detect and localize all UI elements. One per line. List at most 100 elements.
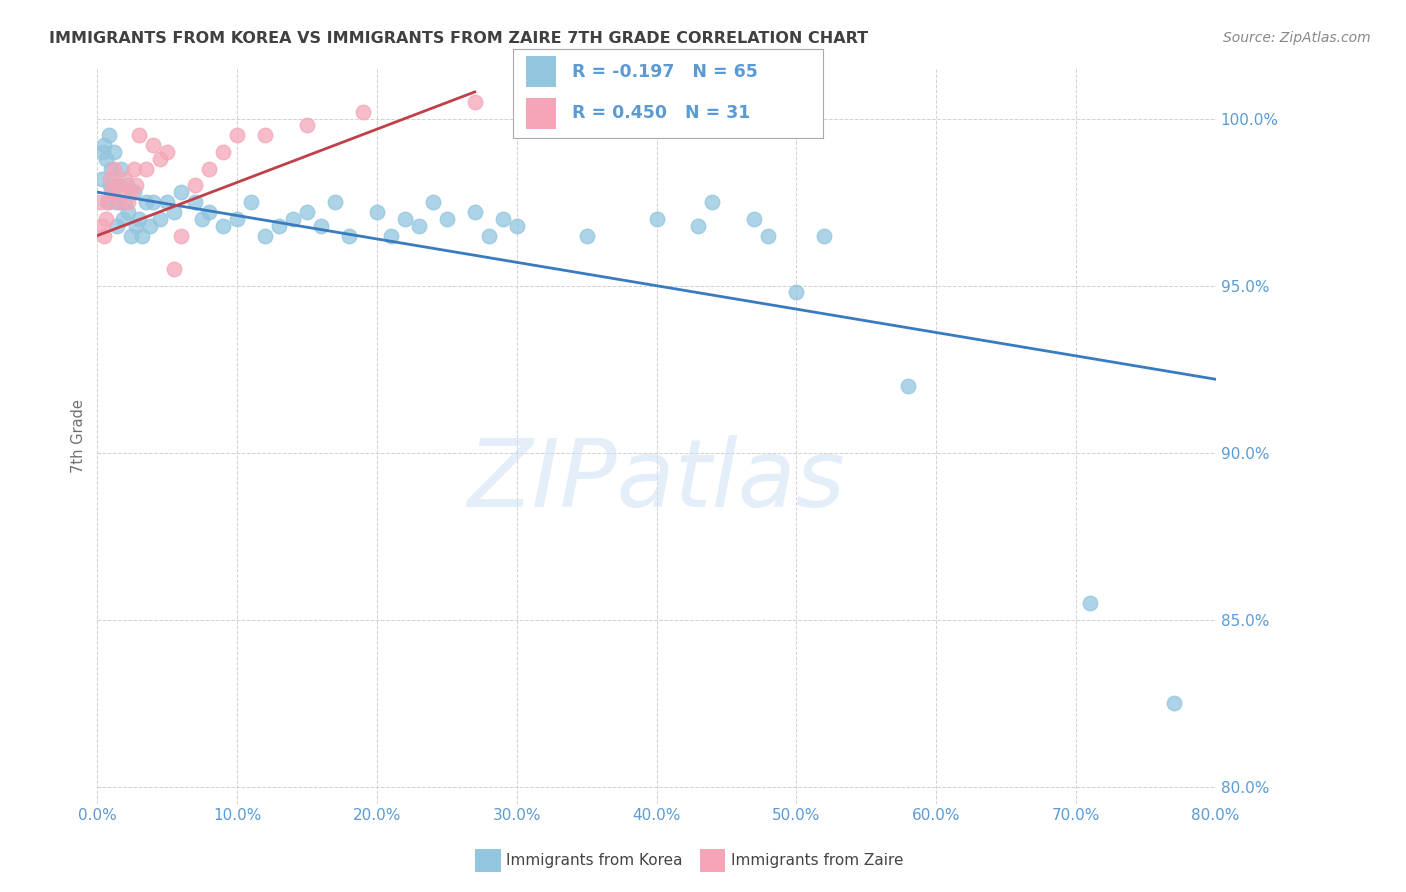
Point <box>89 195 111 210</box>
Point <box>366 205 388 219</box>
Point <box>226 128 249 143</box>
Point <box>394 211 416 226</box>
Text: IMMIGRANTS FROM KOREA VS IMMIGRANTS FROM ZAIRE 7TH GRADE CORRELATION CHART: IMMIGRANTS FROM KOREA VS IMMIGRANTS FROM… <box>49 31 869 46</box>
Point <box>98 171 121 186</box>
Point <box>94 152 117 166</box>
Point <box>436 211 458 226</box>
Point <box>267 219 290 233</box>
Point <box>131 228 153 243</box>
Point <box>254 128 277 143</box>
Point <box>464 95 486 109</box>
Point <box>101 185 124 199</box>
Point <box>785 285 807 300</box>
Text: Immigrants from Korea: Immigrants from Korea <box>506 854 683 868</box>
Point <box>295 205 318 219</box>
Point <box>184 178 207 193</box>
Point <box>111 211 134 226</box>
Point <box>149 152 172 166</box>
Point <box>98 178 121 193</box>
Point <box>813 228 835 243</box>
Point <box>1078 596 1101 610</box>
Point <box>149 211 172 226</box>
Point <box>254 228 277 243</box>
Point <box>702 195 724 210</box>
Point <box>91 145 114 159</box>
Text: Immigrants from Zaire: Immigrants from Zaire <box>731 854 904 868</box>
Point <box>170 228 193 243</box>
Text: R = 0.450   N = 31: R = 0.450 N = 31 <box>572 103 751 122</box>
Point <box>97 195 120 210</box>
Point <box>93 138 115 153</box>
Point <box>135 195 157 210</box>
Point <box>184 195 207 210</box>
Point <box>323 195 346 210</box>
Point <box>100 161 122 176</box>
Point <box>309 219 332 233</box>
Point <box>380 228 402 243</box>
Point <box>120 185 142 199</box>
Point <box>492 211 515 226</box>
Point <box>117 205 139 219</box>
Point <box>108 195 131 210</box>
Point <box>115 178 138 193</box>
Point <box>240 195 263 210</box>
Point <box>408 219 430 233</box>
Point <box>111 185 134 199</box>
Point <box>103 161 125 176</box>
Bar <box>526 98 557 129</box>
Text: Source: ZipAtlas.com: Source: ZipAtlas.com <box>1223 31 1371 45</box>
Point <box>142 138 165 153</box>
Point <box>108 195 131 210</box>
Point <box>125 219 148 233</box>
Point <box>226 211 249 226</box>
Point <box>645 211 668 226</box>
Point <box>688 219 710 233</box>
Point <box>198 205 221 219</box>
Point <box>575 228 598 243</box>
Point <box>478 228 501 243</box>
Point <box>1163 697 1185 711</box>
Bar <box>526 56 557 87</box>
Point <box>295 118 318 132</box>
Point <box>97 128 120 143</box>
Y-axis label: 7th Grade: 7th Grade <box>72 399 86 473</box>
Point <box>352 105 374 120</box>
Text: ZIPatlas: ZIPatlas <box>468 434 845 525</box>
Point <box>90 171 112 186</box>
Point <box>104 195 127 210</box>
Point <box>107 178 129 193</box>
Point <box>163 262 186 277</box>
Point <box>114 171 136 186</box>
Point <box>170 185 193 199</box>
Point <box>212 219 235 233</box>
Point <box>139 219 162 233</box>
Point <box>156 145 179 159</box>
Point <box>744 211 766 226</box>
Point <box>897 379 920 393</box>
Point <box>122 185 145 199</box>
Point <box>128 128 150 143</box>
Point <box>191 211 214 226</box>
Point <box>212 145 235 159</box>
Point <box>506 219 529 233</box>
Point <box>135 161 157 176</box>
Point <box>103 145 125 159</box>
Point <box>156 195 179 210</box>
Point <box>114 195 136 210</box>
Point <box>120 228 142 243</box>
Point <box>422 195 444 210</box>
Text: R = -0.197   N = 65: R = -0.197 N = 65 <box>572 62 758 81</box>
Point <box>117 195 139 210</box>
Point <box>90 219 112 233</box>
Point <box>94 211 117 226</box>
Point <box>337 228 360 243</box>
Point <box>198 161 221 176</box>
Point <box>105 178 128 193</box>
Point <box>100 185 122 199</box>
Point <box>96 195 118 210</box>
Point <box>93 228 115 243</box>
Point <box>281 211 304 226</box>
Point <box>142 195 165 210</box>
Point <box>125 178 148 193</box>
Point <box>105 219 128 233</box>
